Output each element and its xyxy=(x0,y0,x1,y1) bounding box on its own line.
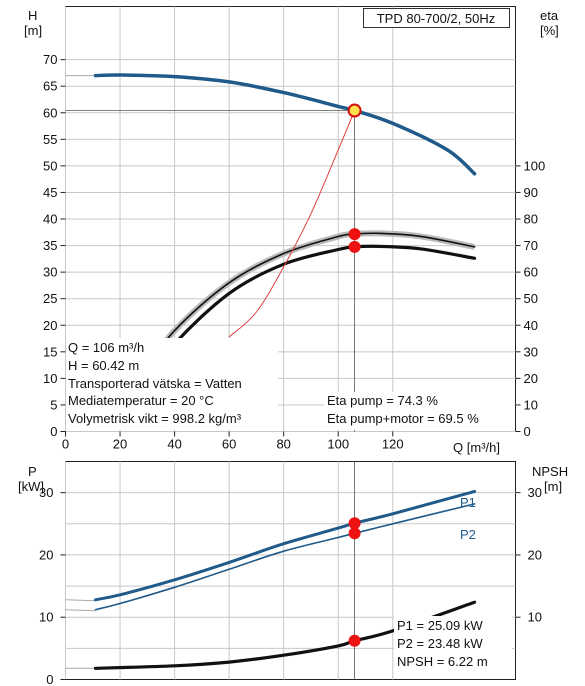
npsh-axis-label: NPSH xyxy=(532,464,568,479)
q-tick-label: 120 xyxy=(382,437,404,452)
model-label-box xyxy=(363,8,510,28)
h-tick-label: 5 xyxy=(50,397,57,412)
power-npsh-panel: 0 10 20 30 10 20 30 P [kW] NPSH [m] P1 P2 P1 =… xyxy=(18,461,568,686)
eta-tick-label: 90 xyxy=(524,185,538,200)
eta-pump-motor-curve xyxy=(137,244,477,394)
eta-tick-label: 0 xyxy=(524,424,531,439)
info-head: H = 60.42 m xyxy=(68,358,139,373)
h-tick-label: 25 xyxy=(43,291,57,306)
info-box-left xyxy=(66,338,278,430)
head-curve xyxy=(93,73,477,176)
p1-series-label: P1 xyxy=(460,495,476,510)
npsh-point xyxy=(348,634,361,647)
eta-tick-label: 70 xyxy=(524,238,538,253)
p2-curve xyxy=(94,503,476,611)
info-npsh: NPSH = 6.22 m xyxy=(397,654,488,669)
info-density: Volymetrisk vikt = 998.2 kg/m³ xyxy=(68,411,242,426)
q-tick-label: 80 xyxy=(276,437,290,452)
p-axis-unit: [kW] xyxy=(18,479,44,494)
h-tick-label: 15 xyxy=(43,344,57,359)
h-tick-label: 10 xyxy=(43,371,57,386)
info-eta-pump-motor: Eta pump+motor = 69.5 % xyxy=(327,411,479,426)
h-tick-label: 35 xyxy=(43,238,57,253)
h-tick-label: 65 xyxy=(43,79,57,94)
eta-axis-label: eta xyxy=(540,8,559,23)
h-tick-label: 20 xyxy=(43,318,57,333)
npsh-tick-label: 20 xyxy=(528,547,542,562)
q-tick-label: 20 xyxy=(113,437,127,452)
p2-point xyxy=(348,527,361,540)
top-curves xyxy=(65,73,477,432)
eta-tick-label: 50 xyxy=(524,291,538,306)
extension-line xyxy=(65,599,96,602)
bottom-operating-points xyxy=(348,517,361,647)
q-tick-label: 60 xyxy=(222,437,236,452)
h-axis-unit: [m] xyxy=(24,23,42,38)
info-eta-pump: Eta pump = 74.3 % xyxy=(327,393,438,408)
info-p1: P1 = 25.09 kW xyxy=(397,618,483,633)
eta-tick-label: 80 xyxy=(524,212,538,227)
q-tick-label: 0 xyxy=(62,437,69,452)
operating-point-marker xyxy=(347,103,362,118)
npsh-axis-unit: [m] xyxy=(544,479,562,494)
h-tick-label: 50 xyxy=(43,158,57,173)
npsh-tick-label: 10 xyxy=(528,610,542,625)
top-ticks: 0 5 10 15 20 25 30 35 40 45 50 55 60 65 70 0 10 20 30 40 50 6… xyxy=(43,52,545,451)
eta-tick-label: 100 xyxy=(524,158,546,173)
q-axis-label: Q [m³/h] xyxy=(453,440,500,455)
top-operating-points xyxy=(347,103,362,253)
eta-pump-curve xyxy=(138,232,476,380)
p2-series-label: P2 xyxy=(460,527,476,542)
h-tick-label: 40 xyxy=(43,212,57,227)
model-label: TPD 80-700/2, 50Hz xyxy=(377,11,496,26)
info-liquid: Transporterad vätska = Vatten xyxy=(68,376,242,391)
p-axis-label: P xyxy=(28,464,37,479)
bottom-ticks: 0 10 20 30 10 20 30 xyxy=(39,485,542,686)
info-flow: Q = 106 m³/h xyxy=(68,340,144,355)
eta-pump-motor-point xyxy=(348,240,361,253)
h-tick-label: 55 xyxy=(43,132,57,147)
h-axis-label: H xyxy=(28,8,37,23)
head-efficiency-panel: 0 5 10 15 20 25 30 35 40 45 50 55 60 65 70 0 10 20 30 40 50 6… xyxy=(24,6,559,455)
info-temperature: Mediatemperatur = 20 °C xyxy=(68,393,214,408)
system-curve-curve xyxy=(228,110,356,338)
eta-pump-point xyxy=(348,228,361,241)
h-tick-label: 0 xyxy=(50,424,57,439)
npsh-tick-label: 30 xyxy=(528,485,542,500)
info-box-bottom xyxy=(394,616,512,678)
eta-tick-label: 40 xyxy=(524,318,538,333)
bottom-grid xyxy=(65,461,516,680)
p1-curve xyxy=(94,489,477,602)
h-tick-label: 45 xyxy=(43,185,57,200)
eta-axis-unit: [%] xyxy=(540,23,559,38)
q-tick-label: 100 xyxy=(327,437,349,452)
h-tick-label: 70 xyxy=(43,52,57,67)
p1-point xyxy=(348,517,361,530)
extension-line xyxy=(65,609,96,612)
p-tick-label: 20 xyxy=(39,547,53,562)
npsh-curve xyxy=(93,600,477,670)
h-tick-label: 60 xyxy=(43,105,57,120)
q-tick-label: 40 xyxy=(167,437,181,452)
info-box-right xyxy=(324,392,514,430)
info-p2: P2 = 23.48 kW xyxy=(397,636,483,651)
eta-tick-label: 10 xyxy=(524,397,538,412)
p-tick-label: 0 xyxy=(46,672,53,686)
eta-tick-label: 30 xyxy=(524,344,538,359)
p-tick-label: 10 xyxy=(39,610,53,625)
p-tick-label: 30 xyxy=(39,485,53,500)
h-tick-label: 30 xyxy=(43,265,57,280)
eta-tick-label: 60 xyxy=(524,265,538,280)
eta-tick-label: 20 xyxy=(524,371,538,386)
